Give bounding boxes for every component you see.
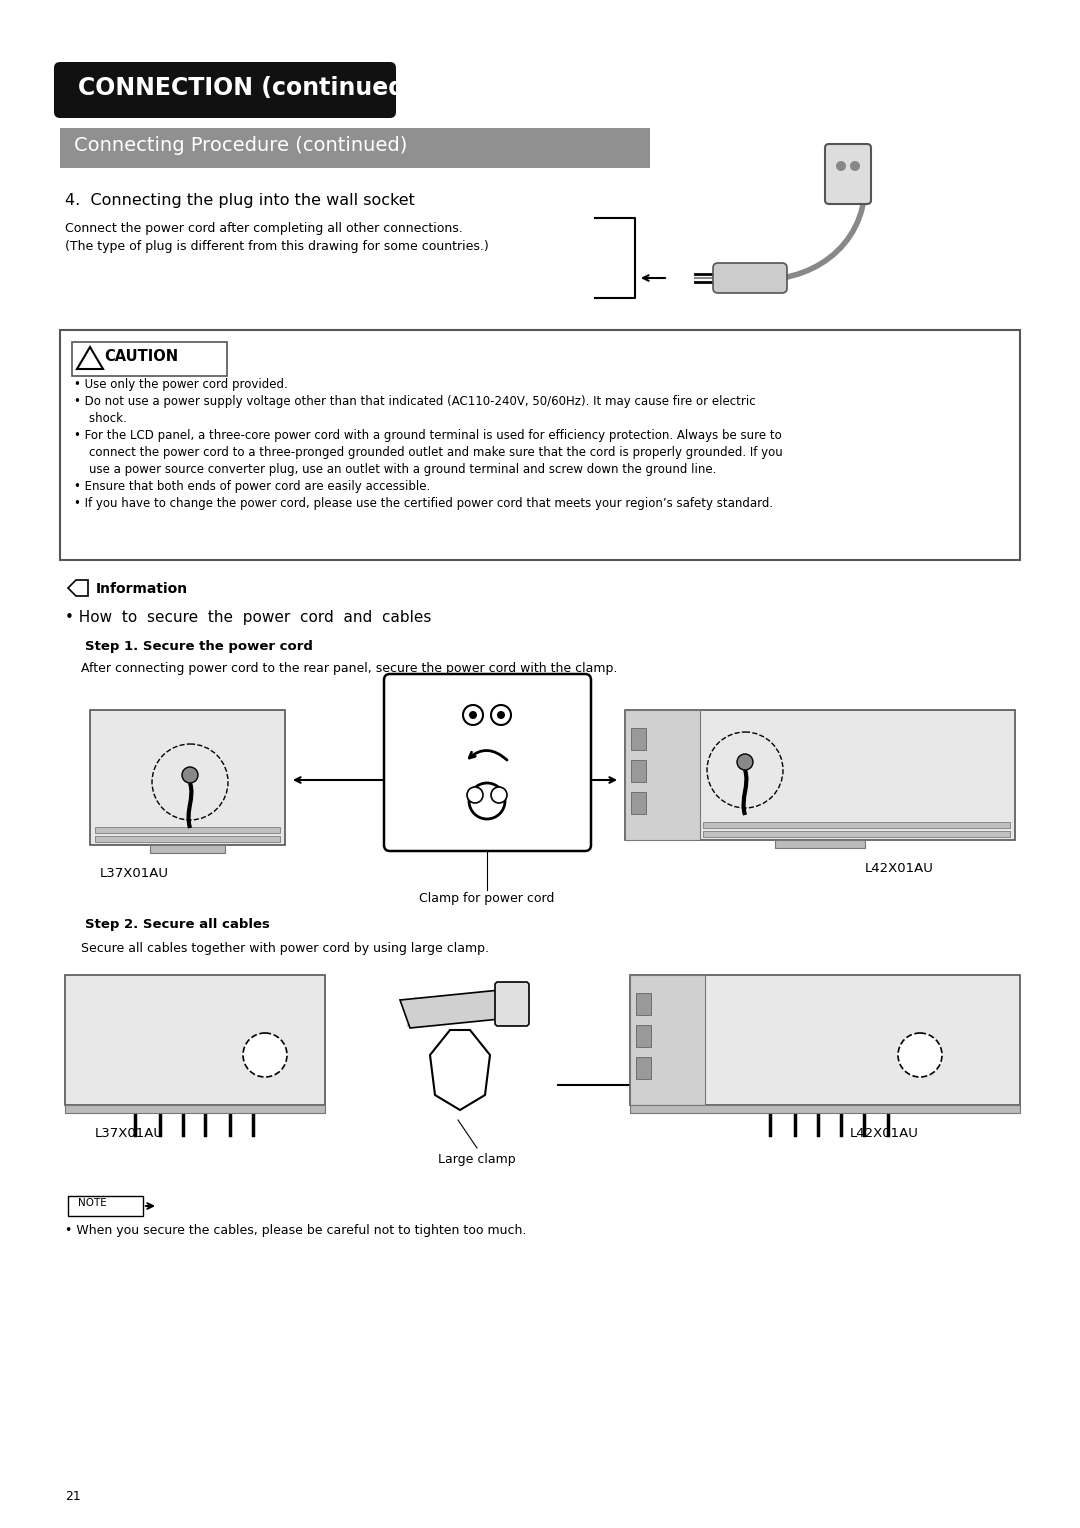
Bar: [95, 836, 280, 842]
Bar: [625, 711, 1015, 840]
Text: • If you have to change the power cord, please use the certified power cord that: • If you have to change the power cord, …: [75, 497, 773, 510]
Text: Information: Information: [96, 582, 188, 596]
Polygon shape: [400, 990, 510, 1028]
Text: (The type of plug is different from this drawing for some countries.): (The type of plug is different from this…: [65, 240, 489, 254]
Bar: [630, 1105, 1020, 1112]
Text: use a power source converter plug, use an outlet with a ground terminal and scre: use a power source converter plug, use a…: [75, 463, 716, 477]
Bar: [95, 827, 280, 833]
Text: L42X01AU: L42X01AU: [850, 1128, 919, 1140]
Circle shape: [836, 160, 846, 171]
Bar: [636, 1025, 651, 1047]
Bar: [631, 792, 646, 814]
Circle shape: [467, 787, 483, 804]
FancyBboxPatch shape: [384, 674, 591, 851]
Circle shape: [469, 711, 477, 720]
FancyBboxPatch shape: [495, 983, 529, 1025]
Bar: [150, 845, 225, 853]
Text: shock.: shock.: [75, 413, 126, 425]
Text: 4.  Connecting the plug into the wall socket: 4. Connecting the plug into the wall soc…: [65, 193, 415, 208]
Circle shape: [243, 1033, 287, 1077]
Bar: [65, 1105, 325, 1112]
Circle shape: [183, 767, 198, 782]
Circle shape: [463, 704, 483, 724]
Circle shape: [850, 160, 860, 171]
Text: • For the LCD panel, a three-core power cord with a ground terminal is used for : • For the LCD panel, a three-core power …: [75, 429, 782, 442]
Bar: [636, 993, 651, 1015]
Bar: [630, 975, 1020, 1105]
Text: • Do not use a power supply voltage other than that indicated (AC110-240V, 50/60: • Do not use a power supply voltage othe…: [75, 396, 756, 408]
Bar: [630, 975, 705, 1105]
Text: • How  to  secure  the  power  cord  and  cables: • How to secure the power cord and cable…: [65, 610, 431, 625]
Bar: [90, 711, 285, 845]
Text: connect the power cord to a three-pronged grounded outlet and make sure that the: connect the power cord to a three-pronge…: [75, 446, 783, 458]
Bar: [68, 1196, 143, 1216]
Bar: [60, 128, 650, 168]
Bar: [60, 330, 1020, 559]
Text: L42X01AU: L42X01AU: [865, 862, 934, 876]
Circle shape: [897, 1033, 942, 1077]
Text: Connect the power cord after completing all other connections.: Connect the power cord after completing …: [65, 222, 462, 235]
Bar: [625, 711, 700, 840]
Polygon shape: [77, 347, 103, 368]
Bar: [636, 1057, 651, 1079]
Text: L37X01AU: L37X01AU: [95, 1128, 164, 1140]
Bar: [703, 822, 1010, 828]
Text: Connecting Procedure (continued): Connecting Procedure (continued): [75, 136, 407, 154]
Circle shape: [491, 704, 511, 724]
Circle shape: [497, 711, 505, 720]
Bar: [703, 831, 1010, 837]
Text: Step 2. Secure all cables: Step 2. Secure all cables: [85, 918, 270, 931]
Text: CONNECTION (continued): CONNECTION (continued): [78, 76, 416, 99]
Circle shape: [491, 787, 507, 804]
Text: !: !: [87, 354, 93, 365]
Bar: [775, 840, 865, 848]
FancyBboxPatch shape: [54, 63, 396, 118]
Text: NOTE: NOTE: [78, 1198, 107, 1209]
Bar: [631, 759, 646, 782]
Text: • Use only the power cord provided.: • Use only the power cord provided.: [75, 377, 287, 391]
Text: L37X01AU: L37X01AU: [100, 866, 168, 880]
Bar: [65, 975, 325, 1105]
Text: Clamp for power cord: Clamp for power cord: [419, 892, 555, 905]
Text: • Ensure that both ends of power cord are easily accessible.: • Ensure that both ends of power cord ar…: [75, 480, 430, 494]
Text: Step 1. Secure the power cord: Step 1. Secure the power cord: [85, 640, 313, 652]
Bar: [631, 727, 646, 750]
Circle shape: [737, 753, 753, 770]
FancyBboxPatch shape: [713, 263, 787, 293]
Text: Secure all cables together with power cord by using large clamp.: Secure all cables together with power co…: [65, 941, 489, 955]
Text: After connecting power cord to the rear panel, secure the power cord with the cl: After connecting power cord to the rear …: [65, 662, 618, 675]
Text: CAUTION: CAUTION: [104, 348, 178, 364]
Text: Large clamp: Large clamp: [438, 1154, 516, 1166]
Text: • When you secure the cables, please be careful not to tighten too much.: • When you secure the cables, please be …: [65, 1224, 526, 1238]
FancyBboxPatch shape: [825, 144, 870, 205]
Text: 21: 21: [65, 1490, 81, 1504]
Bar: [72, 342, 227, 376]
